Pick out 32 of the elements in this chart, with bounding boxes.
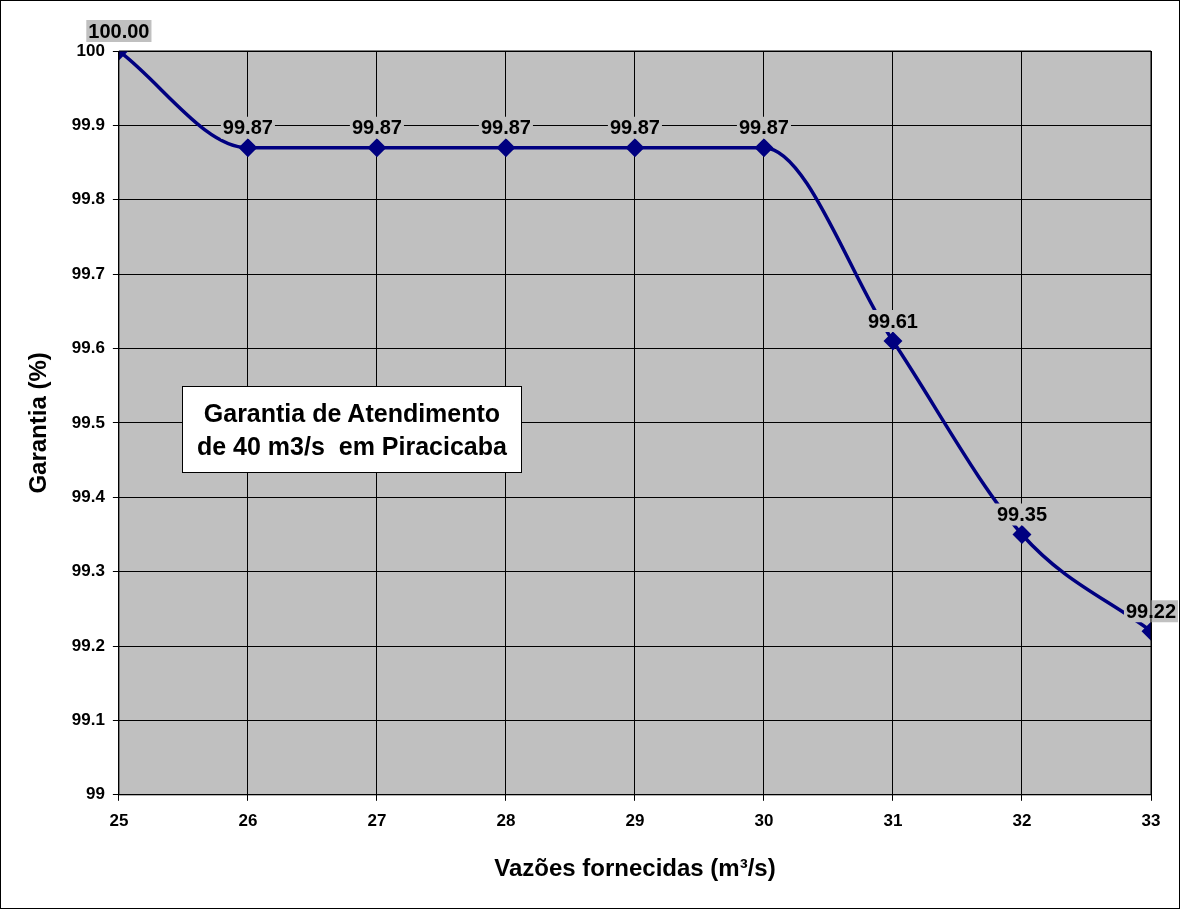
data-label: 99.87 [222,116,273,139]
data-label: 99.35 [996,502,1048,525]
y-axis-title: Garantia (%) [24,352,52,494]
annotation: Garantia de Atendimento de 40 m3/s em Piracicaba [182,386,522,473]
y-tick-label: 100 [76,40,105,60]
x-tick-label: 32 [1012,810,1032,830]
y-tick-label: 99 [85,784,105,804]
y-tick-label: 99.2 [71,635,105,655]
x-tick-label: 29 [625,810,645,830]
x-tick-label: 27 [367,810,387,830]
y-tick-label: 99.4 [71,486,106,506]
data-label: 99.61 [867,309,918,332]
x-tick-label: 31 [883,810,903,830]
x-axis-title: Vazões fornecidas (m³/s) [494,854,776,882]
x-tick-label: 26 [238,810,258,830]
x-tick-label: 28 [496,810,516,830]
data-label: 100.00 [88,19,150,42]
y-tick-label: 99.7 [71,263,105,283]
y-tick-label: 99.6 [71,338,105,358]
y-tick-label: 99.9 [71,115,105,135]
y-tick-label: 99.1 [71,710,105,730]
y-tick-label: 99.8 [71,189,105,209]
y-tick-label: 99.5 [71,412,105,432]
x-tick-label: 25 [109,810,129,830]
x-tick-label: 30 [754,810,774,830]
x-tick-label: 33 [1141,810,1161,830]
data-label: 99.87 [351,116,402,139]
data-label: 99.87 [609,116,660,139]
data-label: 99.87 [738,116,789,139]
data-label: 99.22 [1125,599,1177,622]
y-tick-label: 99.3 [71,561,105,581]
data-label: 99.87 [480,116,531,139]
